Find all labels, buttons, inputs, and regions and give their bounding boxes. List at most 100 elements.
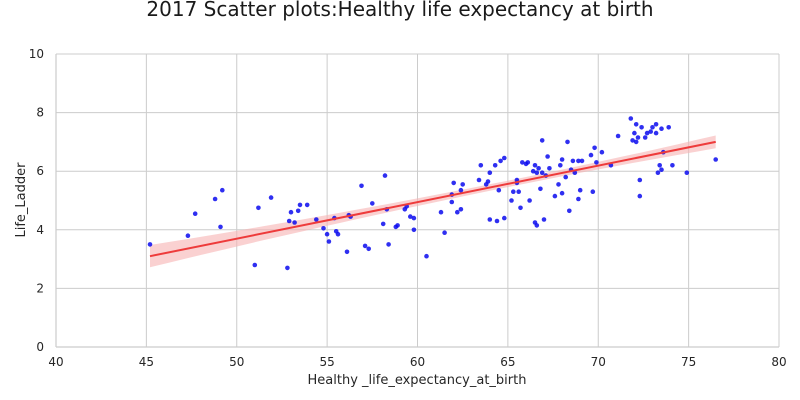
data-point — [653, 130, 659, 136]
data-point — [518, 205, 523, 211]
data-point — [304, 202, 310, 208]
x-tick-label: 40 — [48, 355, 63, 369]
regression-line — [149, 140, 716, 258]
data-point — [547, 166, 552, 171]
data-point — [653, 122, 659, 127]
data-point — [511, 189, 516, 194]
x-tick-label: 55 — [319, 355, 334, 369]
data-point — [442, 230, 447, 235]
data-point — [637, 177, 643, 183]
data-point — [147, 242, 153, 247]
data-point — [185, 233, 191, 238]
data-point — [458, 187, 464, 193]
x-tick-label: 45 — [139, 355, 154, 369]
x-tick-label: 50 — [229, 355, 244, 369]
data-point — [650, 125, 655, 130]
data-point — [633, 139, 639, 145]
data-point — [576, 158, 581, 164]
data-point — [359, 183, 364, 189]
y-tick-label: 0 — [36, 340, 44, 354]
data-point — [502, 215, 507, 221]
data-point — [539, 170, 545, 175]
data-point — [659, 126, 664, 131]
x-tick-label: 70 — [591, 355, 606, 369]
data-point — [438, 209, 444, 215]
data-point — [659, 167, 664, 172]
data-point — [424, 253, 429, 259]
x-tick-label: 80 — [771, 355, 786, 369]
points-layer — [147, 116, 718, 271]
x-axis-label: Healthy _life_expectancy_at_birth — [308, 373, 527, 388]
data-point — [525, 160, 531, 165]
data-point — [520, 160, 525, 165]
data-point — [344, 249, 350, 255]
data-point — [314, 217, 319, 222]
data-point — [556, 182, 561, 187]
data-point — [502, 155, 507, 161]
data-point — [370, 201, 375, 206]
data-point — [487, 170, 493, 175]
data-point — [509, 198, 514, 203]
data-point — [648, 129, 653, 134]
data-point — [588, 152, 594, 158]
data-point — [395, 223, 400, 228]
data-point — [292, 220, 297, 225]
data-point — [530, 168, 536, 174]
data-point — [559, 190, 565, 196]
y-tick-label: 8 — [36, 106, 44, 120]
data-point — [579, 158, 585, 164]
data-point — [516, 189, 521, 194]
data-point — [592, 145, 597, 151]
data-point — [713, 157, 718, 162]
data-point — [599, 149, 605, 155]
x-tick-label: 75 — [681, 355, 696, 369]
y-axis-label: Life_Ladder — [14, 162, 29, 238]
data-point — [458, 207, 464, 212]
data-point — [628, 116, 634, 121]
data-point — [256, 205, 261, 211]
data-point — [382, 173, 388, 178]
data-point — [408, 214, 413, 219]
data-point — [527, 198, 532, 203]
data-point — [362, 243, 368, 249]
y-tick-label: 10 — [29, 47, 44, 61]
confidence-band — [150, 135, 716, 268]
data-point — [449, 199, 455, 205]
data-point — [192, 211, 198, 216]
data-point — [498, 158, 503, 164]
data-point — [496, 187, 502, 193]
data-point — [637, 193, 643, 199]
data-point — [655, 170, 661, 175]
data-point — [478, 163, 484, 168]
data-point — [559, 157, 565, 162]
data-point — [295, 208, 301, 214]
data-point — [326, 239, 332, 244]
data-point — [594, 160, 599, 165]
data-point — [639, 125, 644, 130]
data-point — [321, 226, 326, 231]
data-point — [565, 139, 570, 145]
data-point — [670, 163, 675, 168]
chart-title: 2017 Scatter plots:Healthy life expectan… — [146, 0, 653, 21]
data-point — [460, 182, 466, 187]
data-point — [642, 135, 648, 140]
data-point — [487, 217, 493, 222]
data-point — [570, 158, 576, 164]
data-point — [635, 135, 641, 140]
data-point — [288, 209, 294, 215]
confidence-band-layer — [150, 135, 716, 268]
data-point — [632, 130, 637, 136]
x-tick-label: 60 — [410, 355, 425, 369]
data-point — [476, 177, 482, 183]
data-point — [657, 163, 662, 168]
data-point — [590, 189, 596, 194]
data-point — [492, 163, 498, 168]
data-point — [644, 130, 650, 136]
data-point — [494, 218, 500, 224]
data-point — [380, 221, 386, 227]
data-point — [536, 166, 541, 171]
data-point — [411, 215, 417, 221]
data-point — [552, 193, 558, 199]
data-point — [366, 246, 372, 252]
